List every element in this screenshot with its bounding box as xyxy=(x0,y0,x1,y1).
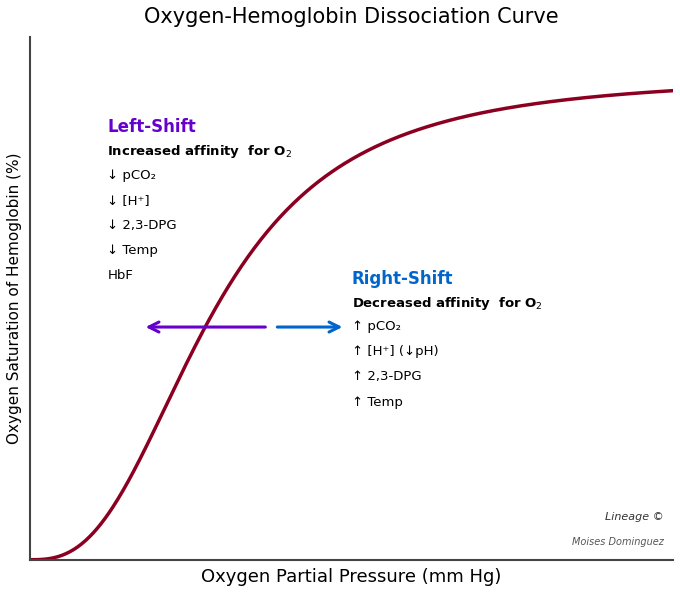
Text: ↑ pCO₂: ↑ pCO₂ xyxy=(352,320,401,333)
Text: HbF: HbF xyxy=(107,269,133,282)
Text: ↓ 2,3-DPG: ↓ 2,3-DPG xyxy=(107,219,177,232)
Text: Increased affinity  for O$_2$: Increased affinity for O$_2$ xyxy=(107,143,292,160)
X-axis label: Oxygen Partial Pressure (mm Hg): Oxygen Partial Pressure (mm Hg) xyxy=(201,568,502,586)
Y-axis label: Oxygen Saturation of Hemoglobin (%): Oxygen Saturation of Hemoglobin (%) xyxy=(7,152,22,444)
Title: Oxygen-Hemoglobin Dissociation Curve: Oxygen-Hemoglobin Dissociation Curve xyxy=(144,7,559,27)
Text: Right-Shift: Right-Shift xyxy=(352,270,453,288)
Text: Decreased affinity  for O$_2$: Decreased affinity for O$_2$ xyxy=(352,295,543,311)
Text: ↑ 2,3-DPG: ↑ 2,3-DPG xyxy=(352,371,422,384)
Text: Moises Dominguez: Moises Dominguez xyxy=(571,537,664,547)
Text: ↓ pCO₂: ↓ pCO₂ xyxy=(107,168,156,181)
Text: ↓ Temp: ↓ Temp xyxy=(107,244,158,257)
Text: ↑ Temp: ↑ Temp xyxy=(352,396,403,409)
Text: ↓ [H⁺]: ↓ [H⁺] xyxy=(107,194,150,207)
Text: Lineage ©: Lineage © xyxy=(605,512,664,522)
Text: Left-Shift: Left-Shift xyxy=(107,118,196,136)
Text: ↑ [H⁺] (↓pH): ↑ [H⁺] (↓pH) xyxy=(352,345,439,358)
